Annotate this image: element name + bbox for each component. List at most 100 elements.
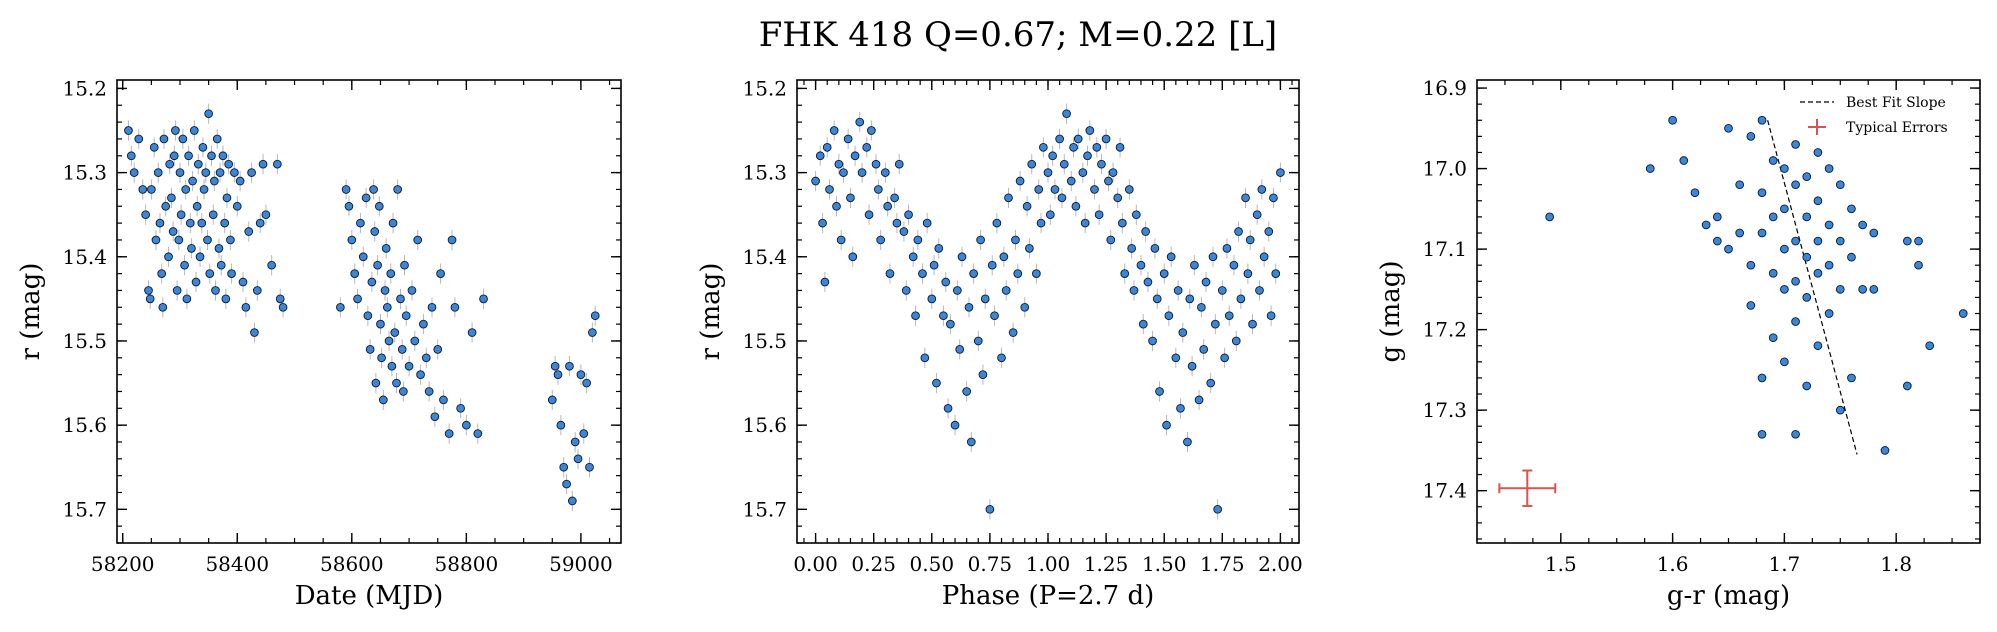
data-point [341, 185, 351, 194]
data-point [381, 244, 391, 253]
data-point [873, 185, 883, 194]
data-point [939, 311, 948, 321]
data-point [165, 159, 175, 169]
data-point [579, 429, 589, 438]
data-point [390, 328, 400, 337]
data-point [918, 269, 927, 278]
data-point [955, 345, 965, 354]
data-point [829, 126, 839, 135]
data-point [1057, 193, 1067, 203]
data-point [373, 260, 382, 270]
data-point [590, 311, 600, 321]
data-point [1241, 193, 1250, 203]
y-tick-label: 17.1 [1422, 237, 1467, 261]
data-point [267, 260, 276, 270]
y-tick-label: 15.4 [62, 245, 107, 269]
y-tick-label: 15.7 [62, 497, 107, 521]
data-point [1131, 210, 1141, 220]
data-point [1824, 164, 1834, 173]
data-point [1069, 142, 1078, 152]
data-point [201, 168, 211, 177]
data-point [382, 302, 392, 312]
data-point [1757, 188, 1767, 198]
data-point [1020, 302, 1030, 312]
data-point [371, 378, 381, 388]
data-point [1958, 309, 1968, 318]
data-point [1078, 168, 1088, 177]
data-point [1813, 268, 1823, 278]
data-point [913, 235, 923, 245]
data-point [1113, 193, 1123, 203]
data-point [953, 286, 962, 295]
data-point [365, 345, 375, 354]
data-point [204, 109, 213, 119]
data-point [180, 260, 189, 270]
x-tick-label: 58600 [320, 552, 384, 576]
data-point [413, 235, 423, 245]
data-point [197, 218, 207, 228]
data-point [424, 387, 434, 396]
data-point [447, 235, 457, 245]
data-point [1869, 285, 1879, 294]
data-point [222, 193, 232, 203]
data-point [1869, 228, 1879, 238]
panel-1: 58200 58400 58600 58800 59000 15.2 15.3 15.4 15.… [16, 76, 622, 611]
data-point [573, 454, 583, 464]
x-axis-label: Phase (P=2.7 d) [942, 581, 1155, 611]
data-point [404, 361, 414, 371]
data-point [839, 168, 848, 177]
data-point [436, 269, 445, 278]
data-point [1757, 228, 1767, 238]
data-point [1757, 429, 1767, 439]
data-point [1712, 212, 1722, 222]
data-point [1208, 252, 1218, 262]
panels: 58200 58400 58600 58800 59000 15.2 15.3 15.4 15.… [16, 76, 1981, 611]
data-point [252, 286, 262, 295]
data-point [920, 353, 930, 363]
best-fit-line [1767, 120, 1858, 455]
data-point [427, 302, 437, 312]
data-point [1824, 220, 1834, 230]
data-point [1159, 269, 1169, 278]
x-tick-label: 59000 [549, 552, 613, 576]
data-point [832, 201, 841, 211]
data-point [356, 218, 365, 228]
data-point [1780, 285, 1789, 294]
data-point [188, 176, 197, 186]
data-point [1791, 236, 1800, 246]
x-tick-label: 1.7 [1768, 552, 1800, 576]
data-point [1183, 437, 1192, 447]
data-point [479, 294, 488, 304]
data-point [1768, 268, 1778, 278]
data-point [230, 168, 239, 177]
data-point [278, 302, 288, 312]
data-point [151, 235, 161, 245]
data-point [353, 294, 362, 304]
data-point [1768, 212, 1778, 222]
y-axis-label: r (mag) [16, 263, 46, 361]
data-point [1101, 134, 1111, 144]
plot-area [1498, 115, 1968, 507]
data-point [1252, 210, 1262, 220]
y-axis-label: g (mag) [1376, 261, 1406, 363]
data-point [159, 134, 169, 144]
data-point [567, 496, 577, 506]
data-point [547, 395, 557, 405]
data-point [1791, 317, 1800, 326]
data-point [1001, 286, 1011, 295]
data-point [386, 269, 396, 278]
data-point [1050, 185, 1060, 194]
data-point [1027, 159, 1037, 169]
y-tick-label: 15.5 [742, 329, 787, 353]
data-point [1220, 353, 1229, 363]
data-point [883, 201, 892, 211]
data-point [822, 142, 832, 152]
data-point [1073, 134, 1083, 144]
data-point [987, 260, 997, 270]
data-point [836, 235, 846, 245]
data-point [1210, 319, 1220, 329]
data-point [997, 353, 1006, 363]
data-point [220, 218, 230, 228]
x-tick-label: 58200 [91, 552, 155, 576]
data-point [155, 218, 165, 228]
